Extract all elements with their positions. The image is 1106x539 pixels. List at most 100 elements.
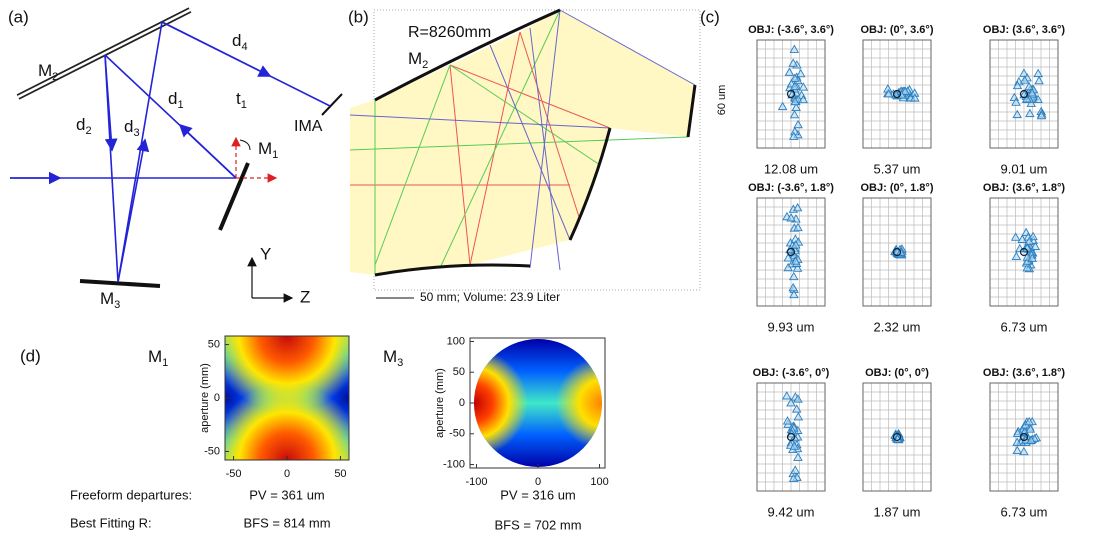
field-title: OBJ: (3.6°, 1.8°)	[983, 367, 1065, 379]
spot-point	[786, 398, 796, 407]
spot-diagram	[756, 382, 826, 492]
spot-point	[1011, 97, 1021, 106]
spot-point	[793, 452, 803, 461]
spot-point	[792, 202, 803, 212]
spot-point	[793, 222, 803, 232]
distance-label: d2	[76, 115, 92, 137]
axis-label: Z	[300, 287, 310, 306]
y-tick-label: 0	[214, 392, 220, 404]
mirror-label-main: M	[148, 347, 162, 366]
spot-point	[1033, 68, 1043, 78]
rms-label: 2.32 um	[874, 319, 921, 334]
spot-point	[798, 82, 809, 91]
plot-frame	[756, 39, 826, 149]
plot-frame	[989, 197, 1059, 307]
mirror-label: M1	[258, 139, 278, 161]
spot-point	[790, 81, 800, 90]
plot-frame	[989, 39, 1059, 149]
spot-point	[793, 394, 803, 403]
distance-label-main: d	[76, 115, 85, 134]
distance-label-main: d	[168, 89, 177, 108]
spot-point	[1012, 445, 1023, 455]
y-tick-label: 50	[208, 338, 220, 350]
row-label: Freeform departures:	[70, 487, 192, 502]
spot-diagram	[862, 382, 932, 492]
rms-label: 6.73 um	[1001, 504, 1048, 519]
mirror-label-main: M	[100, 289, 114, 308]
chief-ray	[1019, 247, 1029, 257]
chief-ray	[786, 247, 796, 257]
spot-point	[1012, 80, 1023, 90]
mirror-label-main: M	[383, 347, 397, 366]
chief-ray	[1019, 432, 1029, 442]
field-title: OBJ: (-3.6°, 3.6°)	[748, 24, 834, 36]
x-tick-label: -50	[226, 468, 242, 480]
field-title: OBJ: (-3.6°, 0°)	[753, 367, 830, 379]
field-title: OBJ: (0°, 0°)	[865, 367, 929, 379]
spot-point	[784, 67, 795, 76]
spot-point	[1010, 232, 1021, 241]
spot-point	[1011, 251, 1022, 260]
x-tick-label: 0	[284, 468, 290, 480]
spot-diagram	[989, 39, 1059, 149]
spot-point	[789, 271, 799, 281]
spot-point	[788, 131, 799, 140]
spot-point	[791, 102, 801, 112]
chief-ray	[786, 432, 796, 442]
spot-point	[1027, 253, 1037, 262]
spot-point	[883, 88, 894, 98]
spot-point	[788, 58, 798, 67]
spot-diagram	[989, 382, 1059, 492]
distance-label-main: d	[232, 31, 241, 50]
spot-point	[1036, 110, 1047, 120]
mirror-label-sub: 3	[397, 357, 403, 369]
plot-frame	[756, 382, 826, 492]
field-title: OBJ: (3.6°, 1.8°)	[983, 182, 1065, 194]
spot-point	[790, 96, 800, 106]
spot-point	[910, 93, 920, 102]
spot-point	[792, 263, 803, 272]
rms-label: 5.37 um	[874, 161, 921, 176]
layout-a	[10, 7, 343, 303]
spot-point	[789, 73, 800, 82]
rms-label: 1.87 um	[874, 504, 921, 519]
spot-point	[1025, 108, 1035, 118]
spot-point	[798, 94, 809, 104]
layout-b	[349, 8, 701, 299]
spot-diagram	[862, 39, 932, 149]
rms-label: 9.93 um	[768, 319, 815, 334]
x-tick-label: 50	[334, 468, 346, 480]
spot-point	[777, 101, 788, 111]
distance-label-sub: 2	[85, 125, 91, 137]
spot-point	[1026, 98, 1037, 107]
spot-point	[790, 465, 801, 474]
spot-point	[790, 256, 801, 265]
field-title: OBJ: (3.6°, 3.6°)	[983, 24, 1065, 36]
spot-point	[1015, 243, 1025, 253]
distance-label-sub: 3	[133, 127, 139, 139]
mirror-label-main: M	[38, 61, 52, 80]
spot-point	[1027, 88, 1037, 97]
scale-label: 60 um	[716, 85, 728, 116]
spot-point	[1030, 241, 1041, 251]
spot-diagram	[989, 197, 1059, 307]
spot-point	[788, 473, 799, 483]
spot-point	[1024, 236, 1035, 246]
y-axis-label: aperture (mm)	[199, 363, 211, 433]
pv-label: PV = 316 um	[500, 487, 576, 502]
field-title: OBJ: (0°, 3.6°)	[861, 24, 934, 36]
mirror-label: M2	[38, 61, 58, 83]
spot-point	[789, 109, 800, 119]
rms-label: 6.73 um	[1001, 319, 1048, 334]
spot-point	[783, 253, 793, 262]
spot-point	[789, 289, 799, 299]
mirror-label-main: M	[408, 49, 422, 68]
image-label: IMA	[294, 118, 323, 135]
mirror-label: M3	[100, 289, 120, 311]
spot-diagram	[756, 197, 826, 307]
heatmap-m1	[224, 335, 350, 461]
scale-label: 50 mm; Volume: 23.9 Liter	[420, 290, 560, 304]
axis-label: Y	[260, 244, 271, 263]
distance-label-sub: 1	[177, 99, 183, 111]
